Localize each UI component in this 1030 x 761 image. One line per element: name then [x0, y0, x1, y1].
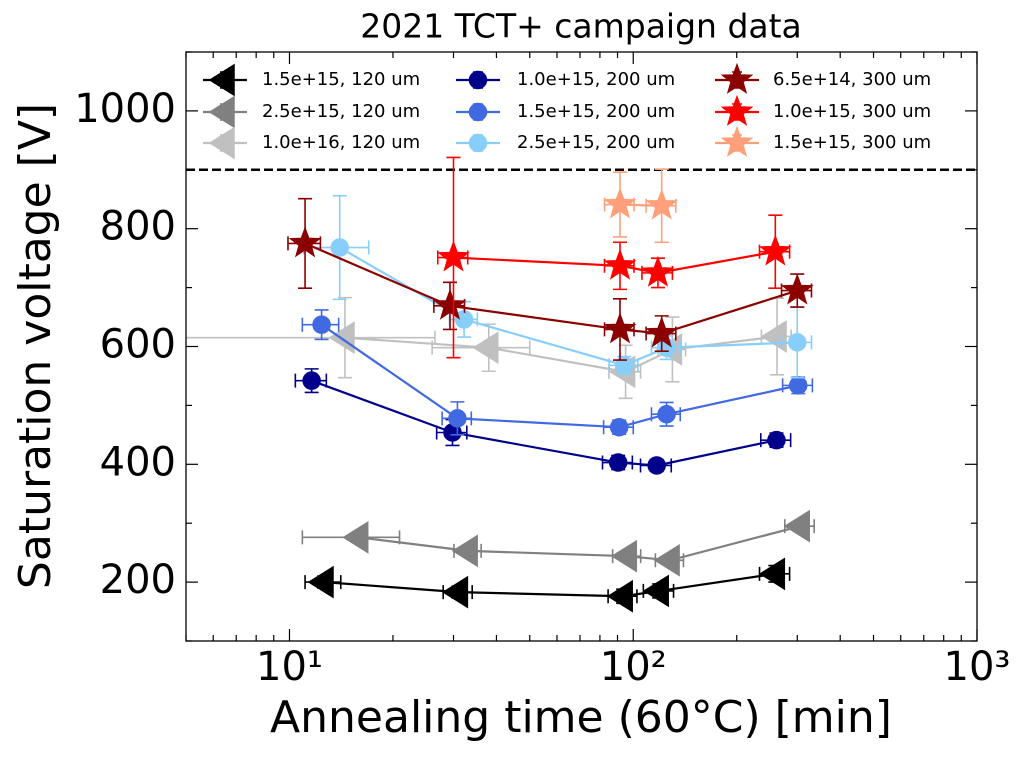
- legend-label: 2.5e+15, 120 um: [262, 101, 420, 122]
- series: [304, 557, 791, 613]
- legend-label: 1.0e+15, 200 um: [517, 69, 675, 90]
- series: [436, 156, 792, 359]
- marker: [603, 312, 637, 344]
- legend-item: 1.5e+15, 200 um: [456, 101, 675, 122]
- legend-item: 1.0e+16, 120 um: [203, 126, 420, 160]
- marker: [468, 133, 488, 153]
- marker: [788, 376, 808, 395]
- marker: [609, 417, 629, 437]
- marker: [767, 430, 786, 450]
- marker: [441, 575, 469, 609]
- marker: [645, 188, 679, 220]
- legend-label: 2.5e+15, 200 um: [517, 132, 675, 153]
- marker: [614, 356, 634, 375]
- marker: [342, 520, 369, 554]
- y-tick-label: 1000: [74, 86, 176, 132]
- marker: [720, 94, 754, 126]
- marker: [302, 371, 321, 390]
- legend-item: 2.5e+15, 120 um: [203, 95, 420, 129]
- marker: [312, 315, 331, 334]
- marker: [468, 102, 488, 122]
- marker: [468, 70, 488, 90]
- marker: [288, 226, 322, 258]
- legend-item: 6.5e+14, 300 um: [715, 62, 931, 94]
- x-axis-label: Annealing time (60°C) [min]: [270, 692, 892, 743]
- marker: [208, 126, 235, 160]
- marker: [433, 288, 467, 320]
- marker: [208, 63, 235, 97]
- marker: [610, 539, 638, 573]
- marker: [437, 240, 470, 272]
- marker: [758, 234, 792, 266]
- marker: [645, 316, 679, 348]
- marker: [758, 557, 786, 591]
- series: [301, 509, 815, 577]
- legend-label: 1.5e+15, 120 um: [262, 69, 420, 90]
- marker: [451, 534, 478, 568]
- series: [294, 368, 792, 475]
- marker: [307, 565, 334, 599]
- x-tick-label: 10³: [944, 644, 1011, 690]
- marker: [330, 238, 349, 257]
- series-line: [304, 242, 798, 335]
- y-tick-label: 400: [100, 439, 176, 485]
- chart-title: 2021 TCT+ campaign data: [360, 7, 802, 46]
- marker: [647, 456, 666, 475]
- marker: [653, 543, 680, 577]
- x-tick-label: 10¹: [256, 644, 323, 690]
- marker: [760, 320, 787, 353]
- legend-label: 1.0e+16, 120 um: [262, 132, 420, 153]
- marker: [783, 509, 810, 543]
- legend-label: 1.0e+15, 300 um: [773, 101, 931, 122]
- legend-label: 1.5e+15, 300 um: [773, 132, 931, 153]
- marker: [720, 62, 754, 94]
- plot-area: [186, 156, 977, 613]
- legend: 1.5e+15, 120 um 2.5e+15, 120 um 1.0e+16, 1…: [203, 62, 931, 160]
- marker: [606, 579, 633, 613]
- legend-label: 6.5e+14, 300 um: [773, 69, 931, 90]
- marker: [642, 574, 669, 608]
- y-tick-label: 600: [100, 322, 176, 368]
- marker: [657, 404, 676, 424]
- series-line: [344, 335, 778, 373]
- marker: [208, 95, 235, 129]
- marker: [608, 453, 628, 472]
- y-tick-label: 800: [100, 204, 176, 250]
- series-line: [453, 250, 776, 274]
- series: [287, 197, 814, 361]
- y-axis-label: Saturation voltage [V]: [10, 103, 61, 589]
- x-error-bar: [186, 330, 436, 345]
- legend-label: 1.5e+15, 200 um: [517, 101, 675, 122]
- series-line: [323, 572, 776, 598]
- legend-item: 1.0e+15, 300 um: [715, 94, 931, 126]
- series: [302, 194, 813, 379]
- series: [603, 168, 679, 244]
- marker: [603, 187, 637, 219]
- y-tick-label: 200: [100, 557, 176, 603]
- series: [301, 309, 814, 437]
- marker: [720, 125, 754, 157]
- series-line: [358, 525, 801, 562]
- marker: [448, 409, 467, 428]
- marker: [788, 333, 807, 352]
- series-line: [339, 246, 798, 367]
- marker: [641, 255, 675, 287]
- legend-item: 2.5e+15, 200 um: [456, 132, 675, 153]
- x-tick-label: 10²: [600, 644, 667, 690]
- marker: [472, 331, 499, 365]
- axes: 10¹ 10² 10³ 200 400 600 800 1000: [74, 51, 1011, 690]
- plot-frame: [185, 51, 978, 642]
- legend-item: 1.5e+15, 120 um: [203, 63, 420, 97]
- marker: [603, 248, 637, 280]
- marker: [780, 273, 814, 305]
- legend-item: 1.0e+15, 200 um: [456, 69, 675, 90]
- legend-item: 1.5e+15, 300 um: [715, 125, 931, 157]
